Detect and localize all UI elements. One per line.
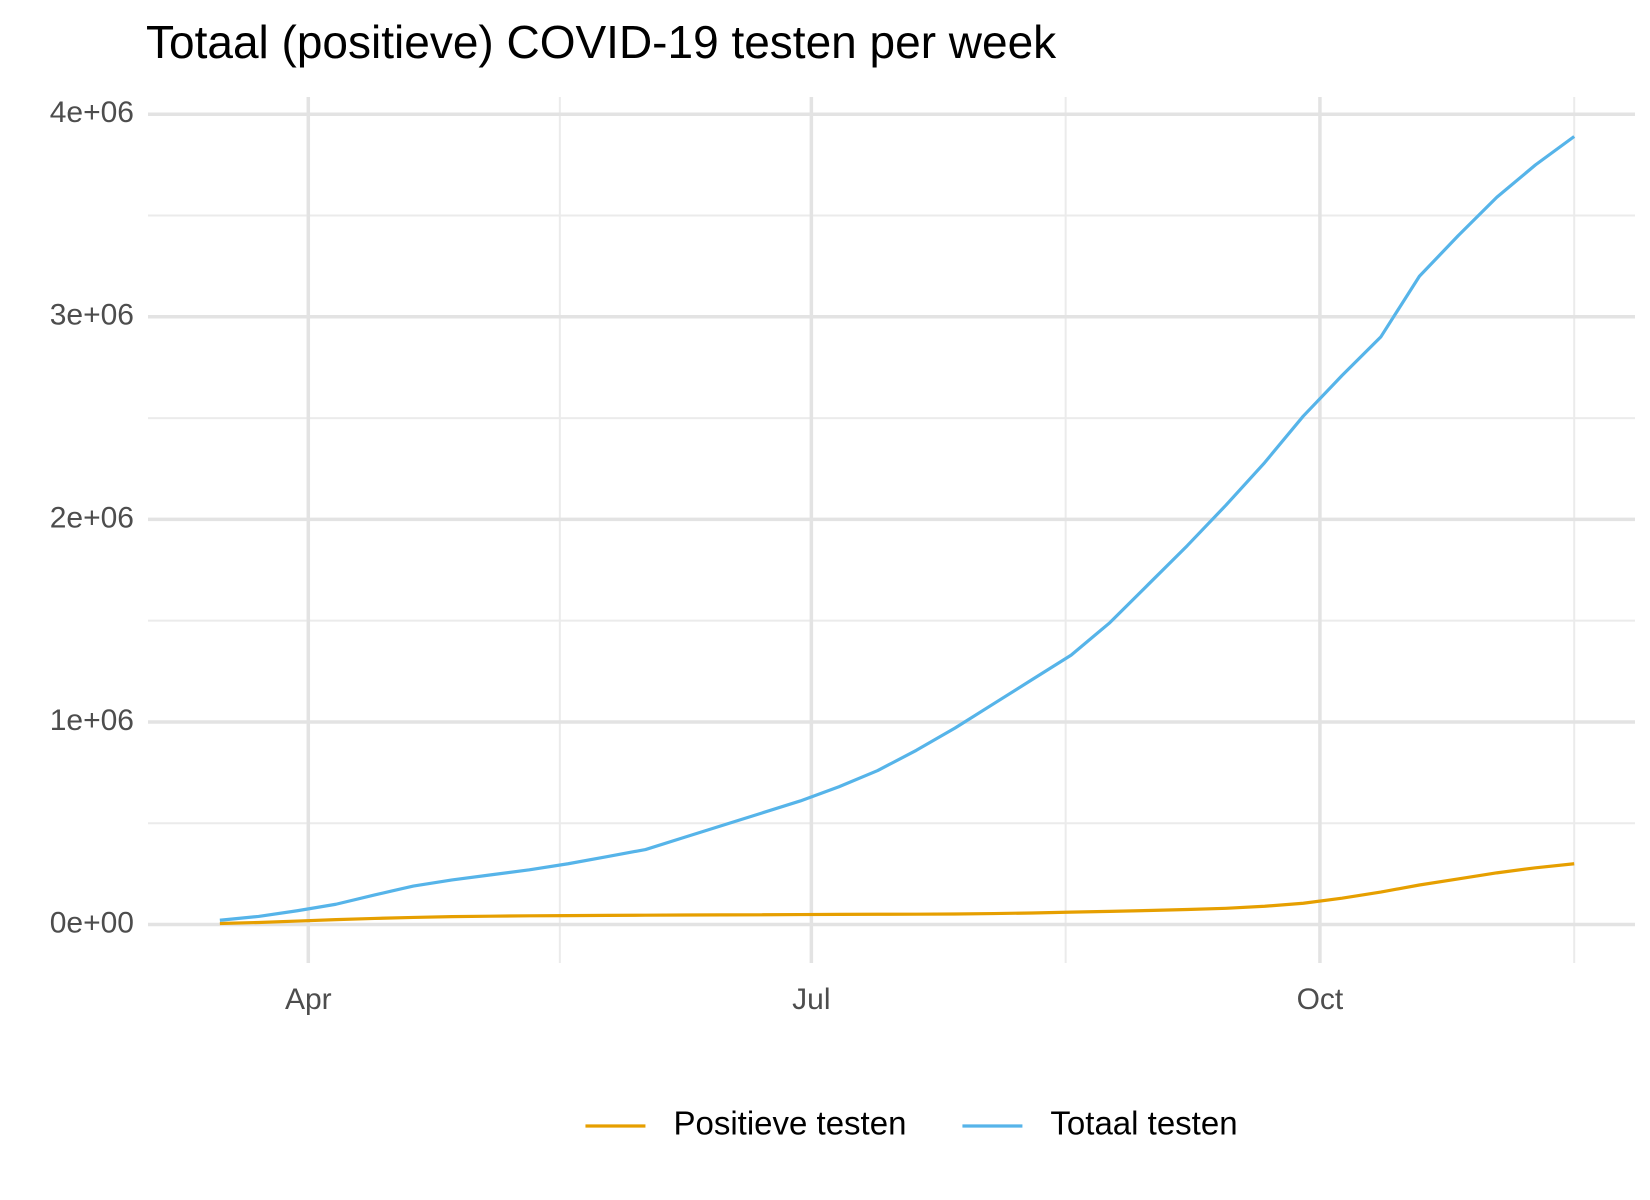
chart-title: Totaal (positieve) COVID-19 testen per w… xyxy=(146,16,1057,68)
grid xyxy=(148,97,1635,963)
lines xyxy=(219,135,1576,926)
data-line xyxy=(219,135,1576,922)
x-tick-label: Apr xyxy=(285,983,332,1016)
x-tick-label: Oct xyxy=(1297,983,1344,1016)
x-tick-label: Jul xyxy=(792,983,830,1016)
legend-label: Positieve testen xyxy=(673,1105,906,1142)
y-tick-label: 3e+06 xyxy=(50,299,134,332)
legend-label: Totaal testen xyxy=(1050,1105,1237,1142)
data-line xyxy=(219,862,1575,926)
y-tick-label: 0e+00 xyxy=(50,906,134,939)
y-tick-label: 4e+06 xyxy=(50,96,134,129)
y-tick-label: 1e+06 xyxy=(50,704,134,737)
y-tick-label: 2e+06 xyxy=(50,501,134,534)
legend: Positieve testen Totaal testen xyxy=(585,1105,1238,1142)
